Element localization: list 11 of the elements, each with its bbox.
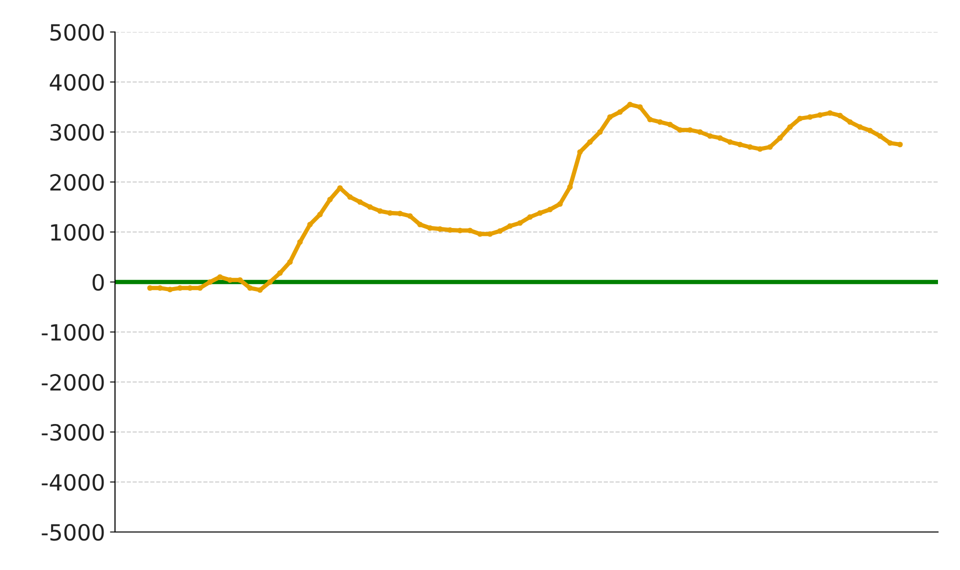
y-tick-label: 0 <box>92 274 104 291</box>
y-tick-label: -5000 <box>42 524 104 541</box>
y-tick-label: 5000 <box>50 24 104 41</box>
y-tick-label: 4000 <box>50 74 104 91</box>
y-tick-label: -2000 <box>42 374 104 391</box>
y-tick-label: 2000 <box>50 174 104 191</box>
y-tick-label: -3000 <box>42 424 104 441</box>
y-tick-label: 3000 <box>50 124 104 141</box>
y-tick-label: -1000 <box>42 324 104 341</box>
y-tick-label: 1000 <box>51 224 104 241</box>
y-tick-label: -4000 <box>42 474 104 491</box>
